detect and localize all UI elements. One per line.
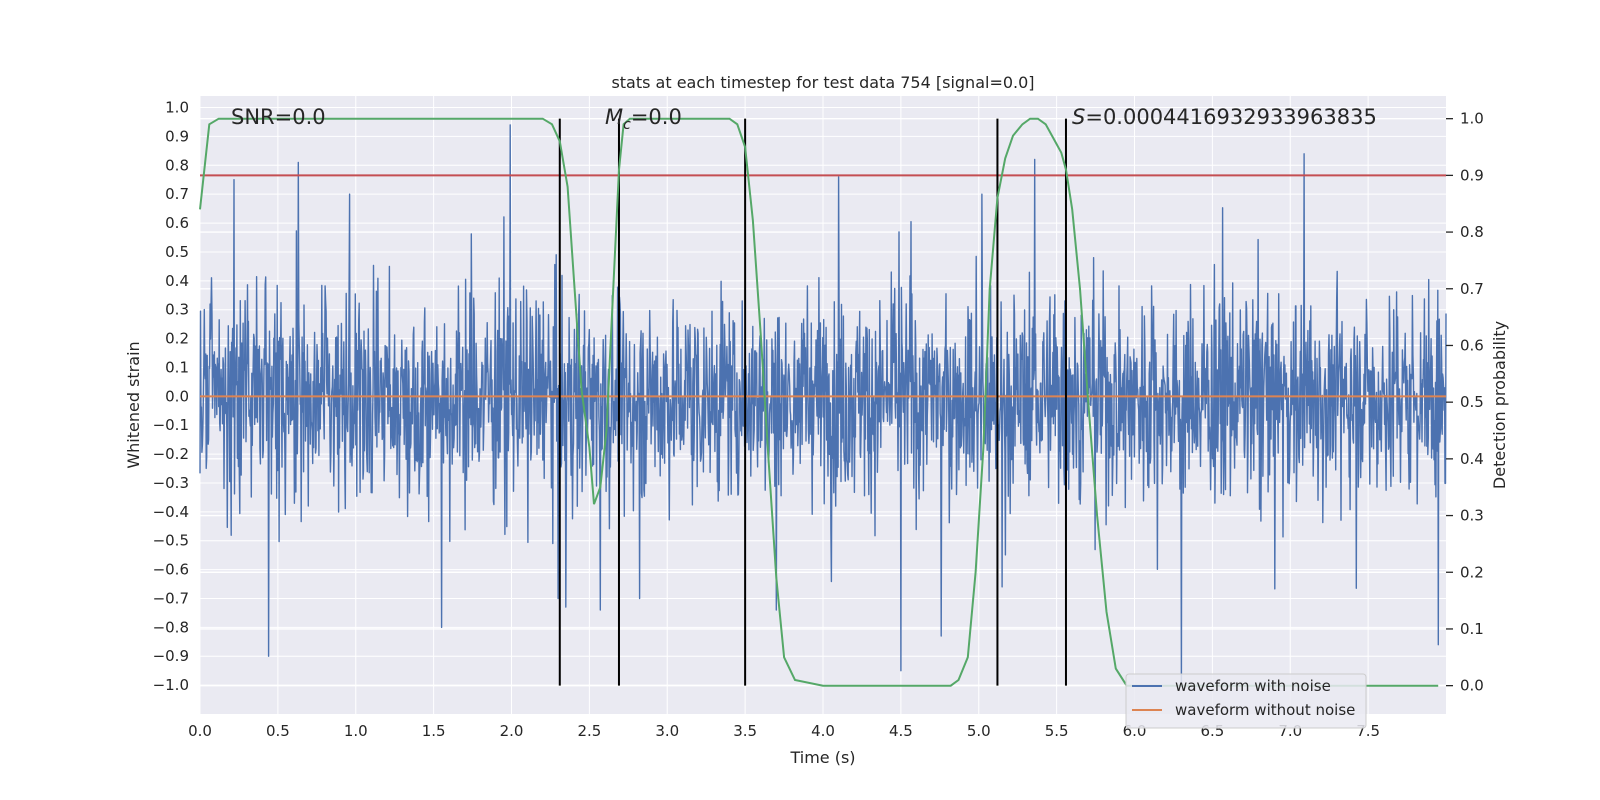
left-tick-label: 0.7 — [165, 185, 189, 203]
x-tick-label: 4.0 — [811, 722, 835, 740]
right-tick-label: 0.5 — [1460, 393, 1484, 411]
right-tick-label: 0.8 — [1460, 223, 1484, 241]
noise-series — [199, 124, 1447, 686]
x-tick-label: 0.0 — [188, 722, 212, 740]
right-tick-label: 0.7 — [1460, 280, 1484, 298]
left-tick-label: −0.9 — [153, 647, 189, 665]
x-tick-label: 4.5 — [889, 722, 913, 740]
legend-label-noise: waveform with noise — [1175, 677, 1331, 695]
snr-annotation: SNR=0.0 — [231, 105, 326, 129]
detection-probability-line — [199, 117, 1439, 687]
chart-title: stats at each timestep for test data 754… — [611, 73, 1034, 92]
left-tick-label: −0.8 — [153, 618, 189, 636]
waveform-with-noise-line — [199, 124, 1447, 686]
right-tick-label: 0.6 — [1460, 336, 1484, 354]
left-axis: 1.0 0.9 0.8 0.7 0.6 0.5 0.4 0.3 0.2 0.1 0.0 −0.1 −0.… — [153, 99, 189, 695]
x-tick-label: 5.0 — [967, 722, 991, 740]
x-tick-label: 0.5 — [266, 722, 290, 740]
left-tick-label: 0.8 — [165, 156, 189, 174]
left-tick-label: 0.9 — [165, 127, 189, 145]
x-tick-label: 3.0 — [655, 722, 679, 740]
left-tick-label: 0.3 — [165, 301, 189, 319]
x-axis-label: Time (s) — [789, 748, 855, 767]
right-tick-label: 0.1 — [1460, 620, 1484, 638]
legend: waveform with noise waveform without noi… — [1125, 673, 1367, 729]
left-tick-label: −0.5 — [153, 532, 189, 550]
left-tick-label: −0.2 — [153, 445, 189, 463]
right-tick-label: 0.4 — [1460, 450, 1484, 468]
left-tick-label: −0.4 — [153, 503, 189, 521]
chirp-mass-value: =0.0 — [631, 105, 682, 129]
s-value: =0.0004416932933963835 — [1085, 105, 1377, 129]
x-tick-label: 2.5 — [577, 722, 601, 740]
x-tick-label: 3.5 — [733, 722, 757, 740]
right-tick-label: 0.0 — [1460, 677, 1484, 695]
left-tick-label: 0.5 — [165, 243, 189, 261]
right-axis-label: Detection probability — [1490, 321, 1509, 489]
right-tick-label: 0.2 — [1460, 563, 1484, 581]
left-tick-label: 0.6 — [165, 214, 189, 232]
left-tick-label: −0.1 — [153, 416, 189, 434]
legend-label-clean: waveform without noise — [1175, 701, 1355, 719]
left-tick-label: −0.3 — [153, 474, 189, 492]
x-tick-label: 5.5 — [1045, 722, 1069, 740]
x-tick-label: 1.5 — [422, 722, 446, 740]
chirp-mass-symbol: M — [605, 105, 623, 129]
left-tick-label: −0.6 — [153, 561, 189, 579]
right-tick-label: 0.9 — [1460, 166, 1484, 184]
left-axis-label: Whitened strain — [124, 341, 143, 468]
left-tick-label: 0.4 — [165, 272, 189, 290]
left-tick-label: −1.0 — [153, 676, 189, 694]
s-symbol: S — [1072, 105, 1085, 129]
x-tick-label: 1.0 — [344, 722, 368, 740]
legend-box — [1125, 673, 1367, 729]
vertical-markers — [558, 118, 1067, 686]
right-tick-label: 1.0 — [1460, 110, 1484, 128]
left-tick-label: 0.1 — [165, 358, 189, 376]
chirp-mass-annotation: Mc=0.0 — [605, 105, 682, 133]
left-tick-label: 1.0 — [165, 99, 189, 117]
right-axis: 1.0 0.9 0.8 0.7 0.6 0.5 0.4 0.3 0.2 0.1 0.0 — [1446, 110, 1484, 695]
chirp-mass-subscript: c — [623, 117, 631, 133]
left-tick-label: 0.0 — [165, 387, 189, 405]
right-tick-label: 0.3 — [1460, 507, 1484, 525]
x-tick-label: 2.0 — [500, 722, 524, 740]
left-tick-label: 0.2 — [165, 330, 189, 348]
s-annotation: S=0.0004416932933963835 — [1072, 105, 1377, 129]
left-tick-label: −0.7 — [153, 589, 189, 607]
